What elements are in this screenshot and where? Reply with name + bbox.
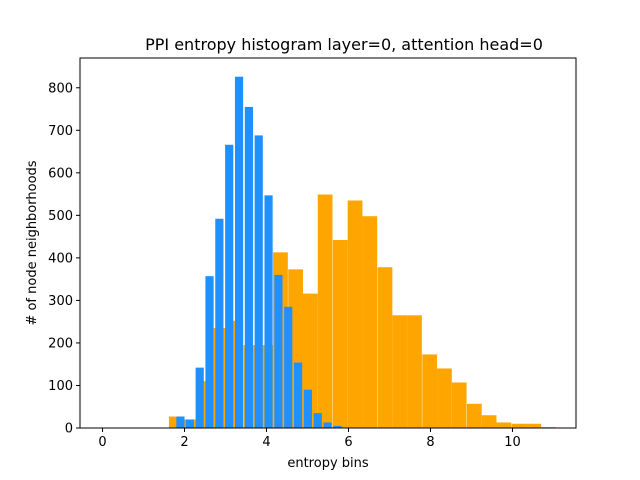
bar-blue-3 [205,276,214,428]
plot-frame [79,57,577,429]
bar-blue-2 [195,367,204,428]
bar-blue-8 [254,135,263,428]
x-tick-label-5: 10 [504,435,521,450]
x-tick-label-2: 4 [262,435,270,450]
x-tick-label-4: 8 [426,435,434,450]
y-tick-label-5: 500 [48,209,73,224]
x-tick-label-1: 2 [180,435,188,450]
y-axis-label: # of node neighborhoods [25,160,40,325]
bar-orange-15 [392,315,408,428]
x-axis-label: entropy bins [287,456,369,471]
bar-orange-22 [496,422,512,428]
bar-orange-21 [481,415,497,428]
y-tick-label-4: 400 [48,251,73,266]
bar-blue-15 [323,422,332,428]
y-tick-label-3: 300 [48,294,73,309]
bar-blue-13 [303,389,313,428]
bar-blue-10 [274,274,283,428]
bar-blue-1 [185,419,194,428]
bar-orange-18 [437,368,452,428]
y-tick-label-1: 100 [48,379,73,394]
bar-blue-11 [284,306,293,428]
bar-blue-0 [176,416,185,428]
bar-blue-9 [264,195,273,428]
bar-blue-6 [234,76,244,429]
bars-layer [168,76,556,429]
bar-orange-19 [451,382,467,428]
bar-blue-16 [333,425,342,428]
y-tick-label-6: 600 [48,166,73,181]
bar-orange-16 [407,315,422,428]
bar-orange-10 [317,194,333,428]
y-tick-label-0: 0 [65,422,73,437]
y-tick-label-2: 200 [48,336,73,351]
bar-blue-14 [313,413,322,428]
bar-blue-12 [293,362,303,428]
x-tick-label-0: 0 [98,435,106,450]
bar-orange-11 [332,240,348,428]
bar-blue-7 [244,106,253,428]
bar-orange-0 [168,416,184,428]
x-tick-label-3: 6 [344,435,352,450]
y-tick-label-8: 800 [48,81,73,96]
bar-orange-17 [422,354,438,428]
bar-blue-5 [225,144,234,428]
chart-title: PPI entropy histogram layer=0, attention… [145,35,543,54]
bar-orange-23 [511,423,527,428]
bar-orange-14 [377,267,393,428]
bar-orange-12 [347,200,363,428]
bar-orange-24 [526,423,542,428]
bar-orange-13 [362,216,378,428]
bar-orange-20 [466,403,482,428]
bar-blue-4 [215,218,224,428]
y-tick-label-7: 700 [48,124,73,139]
